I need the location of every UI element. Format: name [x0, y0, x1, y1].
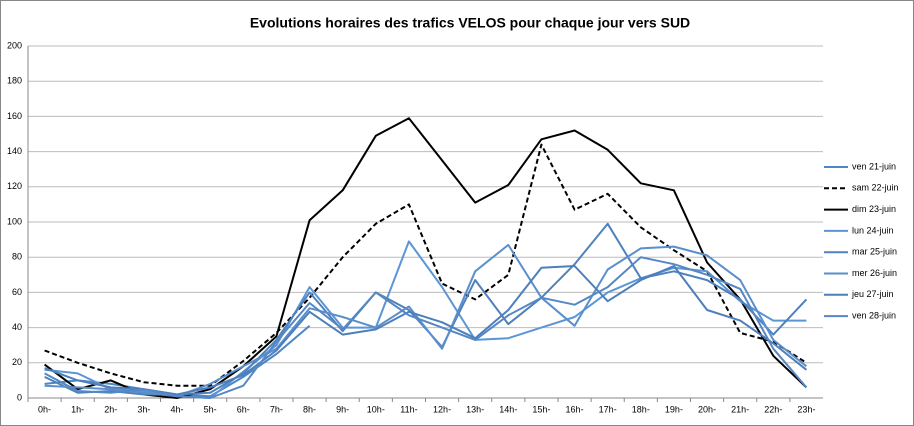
series-line	[44, 265, 808, 396]
x-tick-label: 1h-	[71, 404, 84, 414]
series-line	[44, 256, 808, 399]
x-tick-label: 22h-	[764, 404, 782, 414]
legend-label: lun 24-juin	[852, 225, 894, 235]
legend-label: dim 23-juin	[852, 204, 896, 214]
x-tick-label: 18h-	[632, 404, 650, 414]
legend-label: sam 22-juin	[852, 183, 899, 193]
y-tick-label: 80	[12, 252, 22, 262]
y-tick-label: 180	[7, 76, 22, 86]
legend-label: mar 25-juin	[852, 247, 897, 257]
x-tick-label: 19h-	[665, 404, 683, 414]
x-tick-label: 2h-	[104, 404, 117, 414]
legend-label: ven 28-juin	[852, 310, 896, 320]
y-tick-label: 120	[7, 181, 22, 191]
x-tick-label: 15h-	[532, 404, 550, 414]
y-tick-label: 160	[7, 111, 22, 121]
chart-title: Evolutions horaires des trafics VELOS po…	[250, 15, 690, 31]
y-tick-label: 100	[7, 216, 22, 226]
y-tick-label: 0	[17, 392, 22, 402]
x-tick-label: 3h-	[137, 404, 150, 414]
x-tick-label: 0h-	[38, 404, 51, 414]
x-tick-label: 14h-	[499, 404, 517, 414]
x-tick-label: 21h-	[731, 404, 749, 414]
y-tick-label: 40	[12, 322, 22, 332]
x-tick-label: 8h-	[303, 404, 316, 414]
x-tick-label: 6h-	[237, 404, 250, 414]
y-tick-label: 200	[7, 40, 22, 50]
legend-label: mer 26-juin	[852, 268, 897, 278]
x-tick-label: 10h-	[367, 404, 385, 414]
x-tick-label: 16h-	[566, 404, 584, 414]
x-tick-label: 13h-	[466, 404, 484, 414]
legend-label: jeu 27-juin	[851, 289, 894, 299]
y-tick-label: 60	[12, 287, 22, 297]
y-tick-label: 20	[12, 357, 22, 367]
y-tick-label: 140	[7, 146, 22, 156]
x-tick-label: 5h-	[204, 404, 217, 414]
x-tick-label: 4h-	[171, 404, 184, 414]
x-tick-label: 17h-	[599, 404, 617, 414]
x-tick-label: 11h-	[400, 404, 417, 414]
x-tick-label: 23h-	[797, 404, 815, 414]
series-line	[44, 143, 807, 387]
x-tick-label: 20h-	[698, 404, 716, 414]
x-tick-label: 12h-	[433, 404, 451, 414]
series-line	[44, 117, 808, 399]
legend-label: ven 21-juin	[852, 161, 896, 171]
x-tick-label: 7h-	[270, 404, 283, 414]
x-tick-label: 9h-	[336, 404, 349, 414]
